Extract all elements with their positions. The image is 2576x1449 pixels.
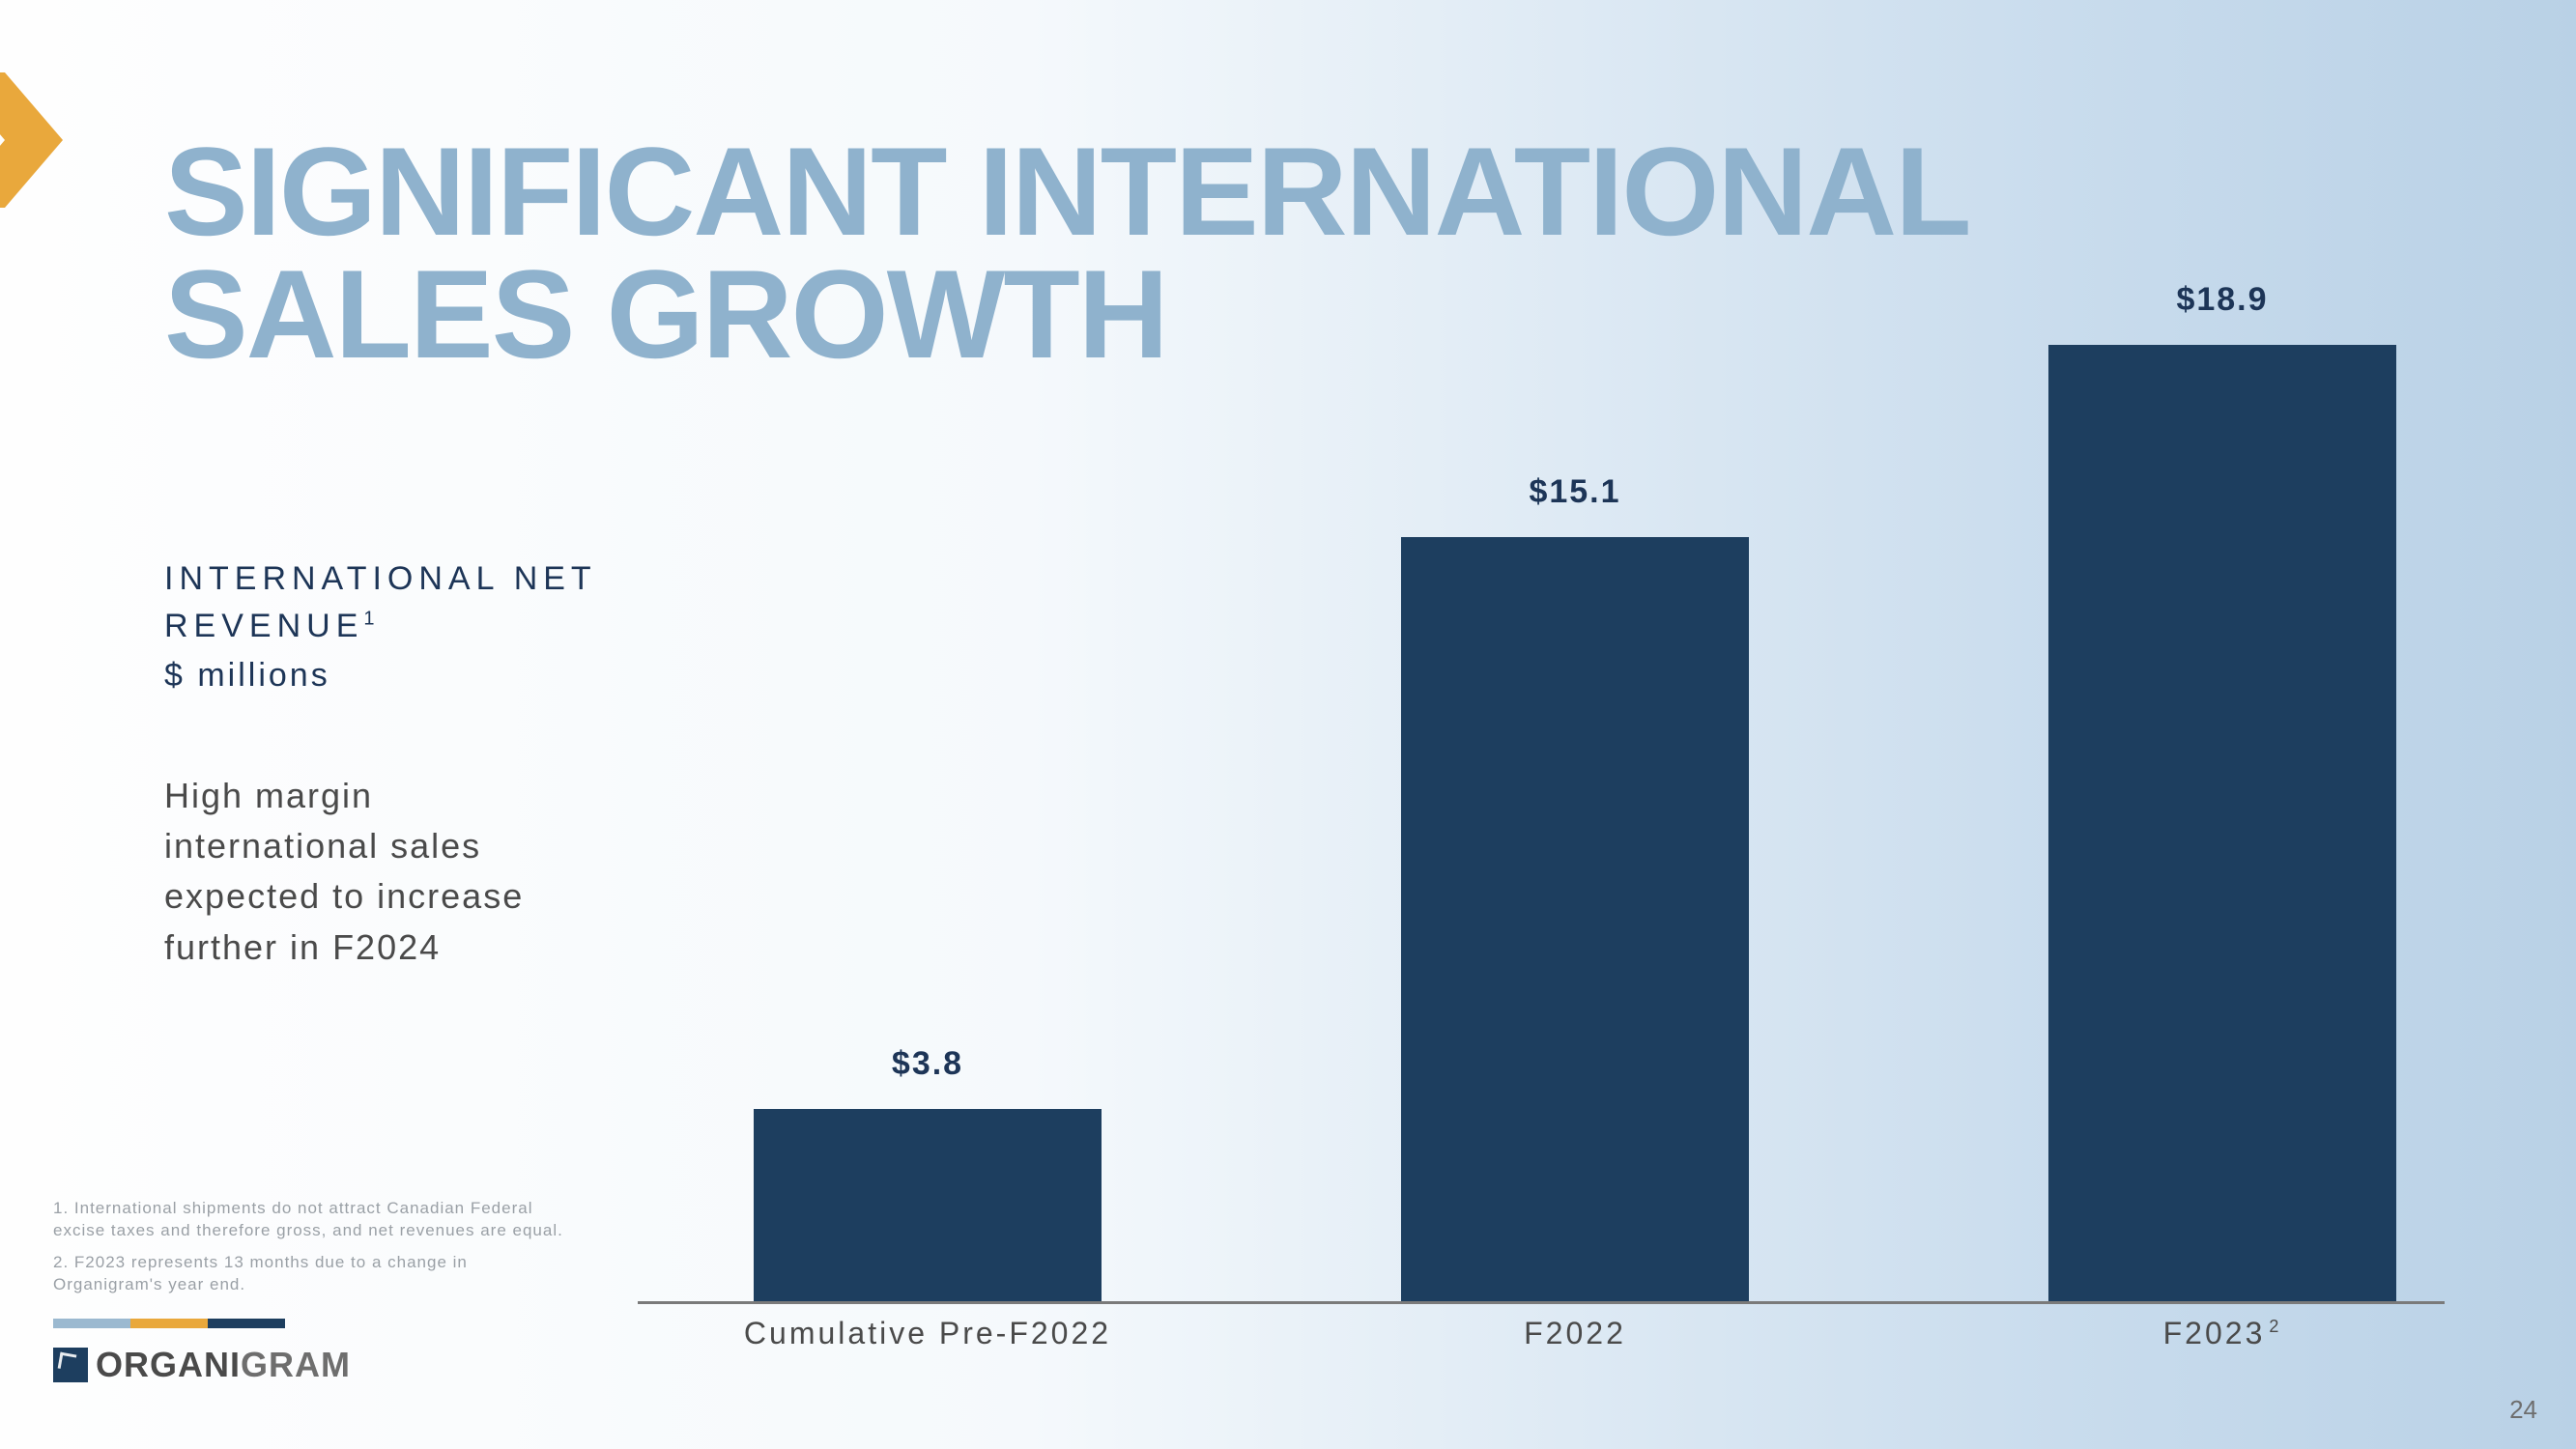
- brand-color-bar: [53, 1319, 285, 1328]
- logo-text: ORGANIGRAM: [96, 1345, 351, 1385]
- bar-value-label: $3.8: [892, 1045, 963, 1083]
- brand-logo: ORGANIGRAM: [53, 1345, 351, 1385]
- bar-category-label: F20232: [1981, 1316, 2464, 1351]
- logo-text-light: GRAM: [241, 1345, 351, 1384]
- bar: [1401, 537, 1749, 1301]
- slide: SIGNIFICANT INTERNATIONAL SALES GROWTH I…: [0, 0, 2576, 1449]
- bar-group: $3.8: [734, 338, 1121, 1304]
- subtitle-superscript: 1: [363, 609, 380, 630]
- subtitle-line-2: REVENUE: [164, 608, 363, 644]
- subtitle-line-1: INTERNATIONAL NET: [164, 560, 597, 597]
- title-line-1: SIGNIFICANT INTERNATIONAL: [164, 130, 1970, 253]
- category-superscript: 2: [2269, 1317, 2281, 1336]
- bar: [754, 1109, 1102, 1301]
- footnote-1: 1. International shipments do not attrac…: [53, 1198, 565, 1242]
- bar-value-label: $15.1: [1529, 473, 1620, 511]
- bar: [2048, 345, 2396, 1301]
- page-number: 24: [2509, 1395, 2537, 1425]
- bar-category-label: F2022: [1333, 1316, 1817, 1351]
- bar-group: $18.9: [2029, 338, 2416, 1304]
- revenue-bar-chart: $3.8Cumulative Pre-F2022$15.1F2022$18.9F…: [638, 338, 2445, 1304]
- bar-value-label: $18.9: [2176, 281, 2268, 319]
- chevron-decor-icon: [0, 72, 92, 246]
- body-copy: High margin international sales expected…: [164, 771, 570, 973]
- chart-plot-area: $3.8Cumulative Pre-F2022$15.1F2022$18.9F…: [638, 338, 2445, 1304]
- footnote-2: 2. F2023 represents 13 months due to a c…: [53, 1252, 565, 1296]
- bar-group: $15.1: [1382, 338, 1768, 1304]
- subtitle-unit: $ millions: [164, 657, 330, 695]
- logo-mark-icon: [53, 1348, 88, 1382]
- logo-text-dark: ORGANI: [96, 1345, 241, 1384]
- subtitle: INTERNATIONAL NET REVENUE1: [164, 555, 647, 651]
- bar-category-label: Cumulative Pre-F2022: [686, 1316, 1169, 1351]
- footnotes: 1. International shipments do not attrac…: [53, 1198, 565, 1306]
